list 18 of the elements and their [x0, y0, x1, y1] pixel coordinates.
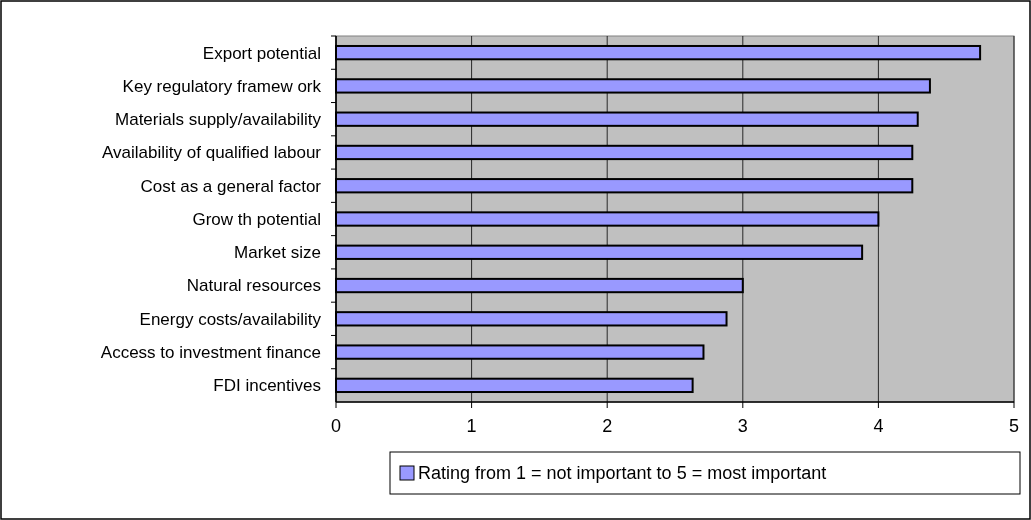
x-tick-label: 3: [737, 416, 748, 436]
y-tick-label: Key regulatory framew ork: [122, 76, 322, 96]
y-tick-label: Grow th potential: [192, 209, 321, 229]
y-tick-label: Access to investment finance: [100, 343, 321, 363]
y-tick-label: Availability of qualified labour: [102, 143, 322, 163]
legend-label: Rating from 1 = not important to 5 = most important: [418, 463, 827, 484]
y-tick-label: Energy costs/availability: [139, 309, 322, 329]
x-tick-label: 5: [1008, 416, 1020, 436]
x-tick-label: 0: [330, 416, 342, 436]
x-tick-label: 4: [873, 416, 884, 436]
y-tick-label: Natural resources: [186, 276, 321, 296]
x-tick-label: 2: [602, 416, 613, 436]
y-tick-label: FDI incentives: [213, 376, 321, 396]
y-tick-label: Market size: [234, 243, 321, 263]
y-tick-label: Export potential: [202, 43, 321, 63]
y-tick-label: Materials supply/availability: [115, 110, 322, 130]
y-tick-label: Cost as a general factor: [140, 176, 322, 196]
x-tick-label: 1: [466, 416, 477, 436]
